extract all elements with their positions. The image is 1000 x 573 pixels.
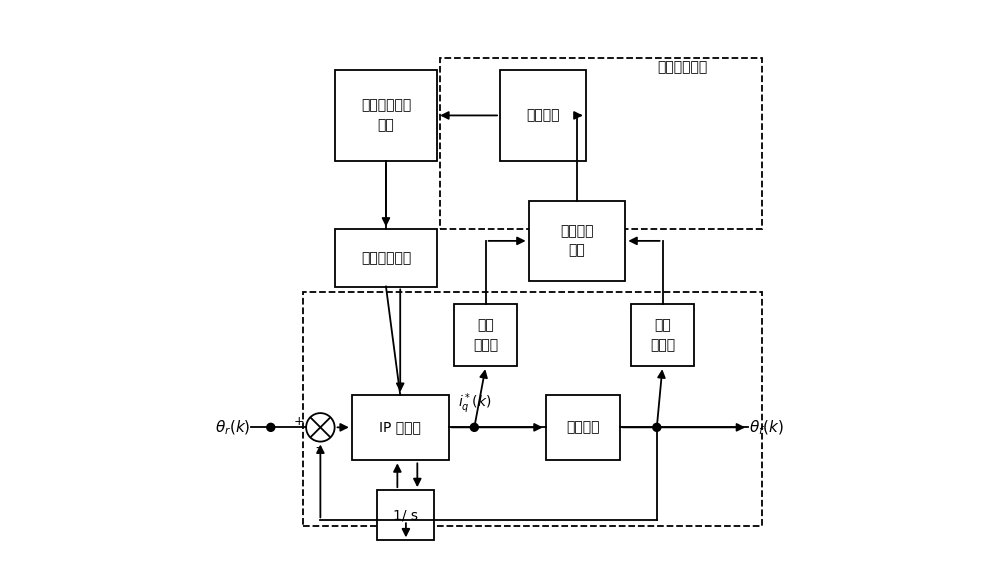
Text: $i_q^*(k)$: $i_q^*(k)$	[458, 391, 491, 415]
Text: 递推最小
二乘: 递推最小 二乘	[560, 224, 594, 258]
Text: 性能预测: 性能预测	[526, 108, 560, 123]
Circle shape	[653, 423, 661, 431]
Bar	[440, 58, 762, 229]
Bar	[529, 201, 625, 281]
Text: +: +	[294, 415, 305, 428]
Circle shape	[267, 423, 275, 431]
Circle shape	[306, 413, 335, 442]
Text: 1/ s: 1/ s	[393, 508, 418, 522]
Text: 被控对象: 被控对象	[566, 421, 599, 435]
Bar	[377, 490, 434, 540]
Bar	[303, 292, 762, 526]
Text: 控制参数映射: 控制参数映射	[361, 251, 411, 265]
Text: 最优控制参数
计算: 最优控制参数 计算	[361, 99, 411, 132]
Text: 低通
滤波器: 低通 滤波器	[473, 318, 498, 352]
Text: 广义预测控制: 广义预测控制	[657, 60, 708, 74]
Text: $\theta_r(k)$: $\theta_r(k)$	[215, 418, 251, 437]
Bar	[352, 395, 449, 461]
Text: 低通
滤波器: 低通 滤波器	[650, 318, 675, 352]
Bar	[454, 304, 517, 366]
Bar	[546, 395, 620, 461]
Bar	[335, 70, 437, 161]
Bar	[631, 304, 694, 366]
Text: $\theta_f(k)$: $\theta_f(k)$	[749, 418, 784, 437]
Bar	[335, 229, 437, 286]
Circle shape	[470, 423, 478, 431]
Text: IP 控制器: IP 控制器	[379, 421, 421, 435]
Text: -: -	[315, 441, 320, 456]
Bar	[500, 70, 586, 161]
